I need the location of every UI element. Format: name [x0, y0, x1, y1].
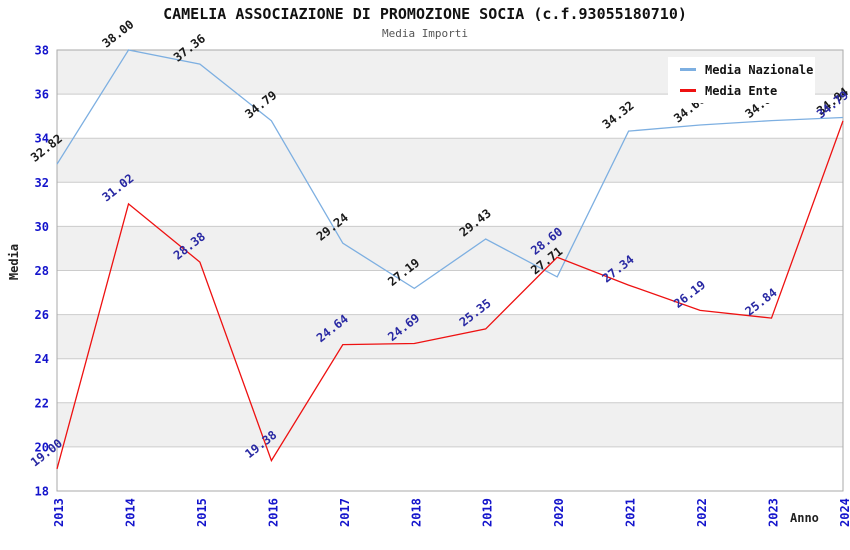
- y-tick-label: 38: [35, 44, 49, 58]
- legend-swatch-media-ente: [680, 89, 696, 92]
- data-point-label: 34.32: [600, 98, 637, 131]
- data-point-label: 38.00: [99, 17, 136, 50]
- x-tick-label: 2018: [409, 498, 423, 527]
- legend-item-media-ente: Media Ente: [680, 84, 815, 98]
- x-tick-label: 2022: [695, 498, 709, 527]
- chart-title: CAMELIA ASSOCIAZIONE DI PROMOZIONE SOCIA…: [163, 5, 687, 23]
- grid-band: [57, 402, 843, 447]
- legend-label: Media Nazionale: [705, 62, 814, 77]
- legend-swatch-media-nazionale: [680, 68, 696, 71]
- x-tick-label: 2019: [481, 498, 495, 527]
- x-tick-label: 2014: [123, 498, 137, 527]
- y-tick-label: 36: [35, 88, 49, 102]
- x-tick-label: 2024: [838, 498, 850, 527]
- y-tick-label: 30: [35, 220, 49, 234]
- chart-subtitle: Media Importi: [381, 27, 469, 40]
- x-tick-label: 2013: [52, 498, 66, 527]
- y-axis-title: Media: [7, 243, 21, 281]
- y-tick-label: 22: [35, 396, 49, 410]
- series-line-media-ente: [56, 120, 844, 470]
- y-tick-label: 32: [35, 176, 49, 190]
- legend-box: Media Nazionale Media Ente: [668, 57, 815, 103]
- y-tick-label: 28: [35, 264, 49, 278]
- data-point-label: 25.84: [743, 285, 780, 318]
- series-line-media-nazionale: [56, 49, 844, 290]
- x-tick-label: 2021: [624, 498, 638, 527]
- y-tick-label: 20: [35, 440, 49, 454]
- grid-band: [57, 138, 843, 183]
- y-tick-label: 18: [35, 485, 49, 499]
- y-tick-label: 34: [35, 132, 49, 146]
- x-tick-label: 2023: [767, 498, 781, 527]
- x-tick-label: 2017: [338, 498, 352, 527]
- x-tick-label: 2016: [266, 498, 280, 527]
- x-tick-label: 2020: [552, 498, 566, 527]
- x-axis-title: Anno: [790, 511, 819, 525]
- legend-item-media-nazionale: Media Nazionale: [680, 63, 815, 77]
- plot-border: [56, 49, 844, 492]
- y-tick-label: 24: [35, 352, 49, 366]
- x-tick-label: 2015: [195, 498, 209, 527]
- y-tick-label: 26: [35, 308, 49, 322]
- data-point-label: 26.19: [671, 278, 708, 311]
- legend-label: Media Ente: [705, 83, 778, 98]
